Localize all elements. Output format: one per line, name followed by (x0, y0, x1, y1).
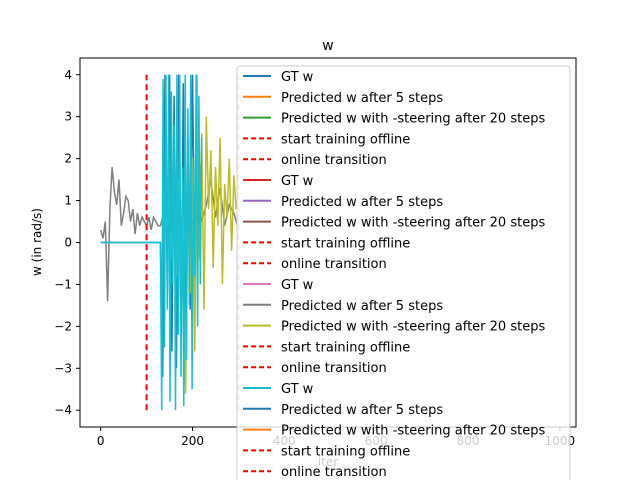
legend-entry: Predicted w with -steering after 20 step… (281, 320, 545, 335)
y-tick-label: 4 (64, 68, 72, 82)
legend-entry: online transition (281, 153, 387, 168)
y-axis-label: w (in rad/s) (30, 208, 44, 276)
y-tick-label: 1 (64, 194, 72, 208)
legend-entry: GT w (281, 278, 314, 293)
legend-entry: Predicted w with -steering after 20 step… (281, 112, 545, 127)
legend-entry: Predicted w after 5 steps (281, 299, 443, 314)
series-line-15 (100, 74, 203, 411)
legend-entry: Predicted w after 5 steps (281, 403, 443, 418)
y-tick-label: 0 (64, 236, 72, 250)
y-tick-label: −2 (54, 319, 72, 333)
legend-entry: GT w (281, 70, 314, 85)
legend-entry: online transition (281, 361, 387, 376)
y-tick-label: 2 (64, 152, 72, 166)
legend-entry: GT w (281, 174, 314, 189)
y-tick-label: −3 (54, 361, 72, 375)
legend-entry: start training offline (281, 444, 410, 459)
legend-entry: Predicted w after 5 steps (281, 91, 443, 106)
legend-entry: start training offline (281, 236, 410, 251)
y-tick-label: −1 (54, 277, 72, 291)
legend-entry: Predicted w with -steering after 20 step… (281, 216, 545, 231)
legend-entry: online transition (281, 465, 387, 480)
plot-area (99, 74, 240, 411)
legend-entry: Predicted w after 5 steps (281, 195, 443, 210)
legend-entry: GT w (281, 382, 314, 397)
legend-entry: start training offline (281, 132, 410, 147)
y-tick-label: −4 (54, 403, 72, 417)
chart-title: w (322, 38, 333, 54)
legend-box (236, 65, 571, 480)
x-tick-label: 0 (97, 434, 105, 448)
legend-entry: start training offline (281, 340, 410, 355)
legend: GT w Predicted w after 5 steps Predicted w… (236, 65, 571, 480)
x-tick-label: 200 (181, 434, 204, 448)
legend-entry: Predicted w with -steering after 20 step… (281, 424, 545, 439)
legend-entry: online transition (281, 257, 387, 272)
y-tick-label: 3 (64, 110, 72, 124)
